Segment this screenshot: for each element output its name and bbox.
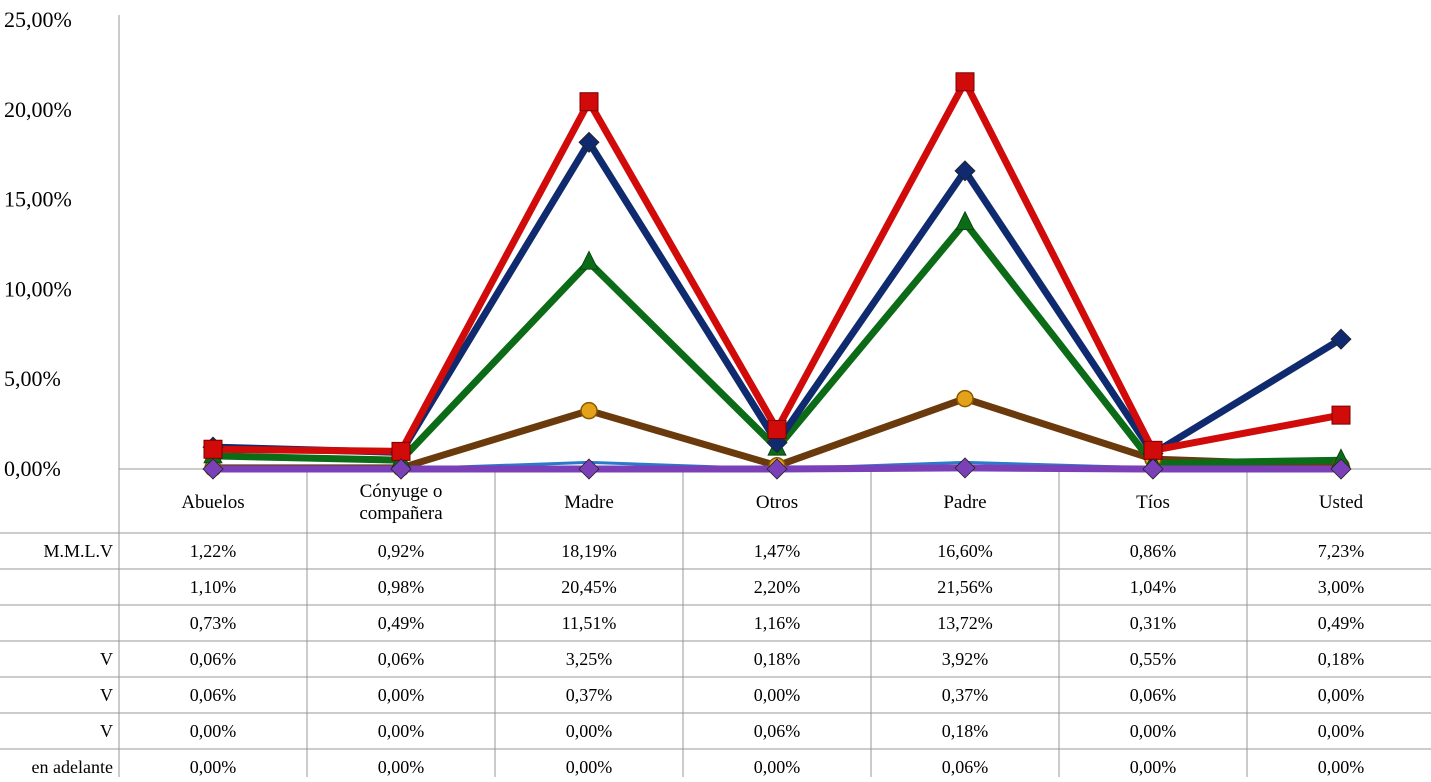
- data-label: 0,06%: [942, 757, 989, 777]
- data-label: 0,00%: [1318, 757, 1365, 777]
- data-point-marker: [1331, 405, 1351, 425]
- data-label: 0,00%: [1130, 757, 1177, 777]
- data-point-marker: [1143, 440, 1163, 460]
- data-point-marker: [1330, 458, 1352, 480]
- data-point-marker: [956, 389, 974, 408]
- data-point-marker: [579, 250, 599, 270]
- data-label: 0,00%: [190, 757, 237, 777]
- data-label: 0,86%: [1130, 541, 1177, 561]
- data-point-marker: [579, 92, 599, 112]
- data-point-marker: [954, 457, 976, 479]
- data-label: 0,00%: [566, 721, 613, 741]
- data-label: 7,23%: [1318, 541, 1365, 561]
- data-point-marker: [580, 401, 598, 420]
- series-name-label: M.M.L.V: [43, 541, 113, 561]
- data-label: 16,60%: [937, 541, 993, 561]
- data-point-marker: [767, 419, 787, 439]
- x-category-label: Usted: [1319, 492, 1364, 513]
- data-point-marker: [578, 458, 600, 480]
- x-category-label: Otros: [756, 492, 798, 513]
- data-label: 0,37%: [566, 685, 613, 705]
- series-name-label: V: [100, 685, 113, 705]
- data-label: 0,06%: [378, 649, 425, 669]
- data-point-marker: [1330, 328, 1352, 350]
- data-label: 13,72%: [937, 613, 993, 633]
- data-label: 18,19%: [561, 541, 617, 561]
- data-point-marker: [202, 458, 224, 480]
- y-tick-label: 15,00%: [4, 187, 72, 212]
- data-point-marker: [1142, 458, 1164, 480]
- data-label: 1,22%: [190, 541, 237, 561]
- data-label: 0,37%: [942, 685, 989, 705]
- data-point-marker: [766, 458, 788, 480]
- data-label: 0,06%: [1130, 685, 1177, 705]
- data-label: 0,00%: [1318, 685, 1365, 705]
- data-label: 0,18%: [942, 721, 989, 741]
- data-label: 0,55%: [1130, 649, 1177, 669]
- data-label: 0,00%: [190, 721, 237, 741]
- data-label: 0,06%: [190, 685, 237, 705]
- data-label: 0,18%: [754, 649, 801, 669]
- series-name-label: en adelante: [32, 757, 113, 777]
- y-tick-label: 25,00%: [4, 7, 72, 32]
- data-label: 3,92%: [942, 649, 989, 669]
- data-label: 0,49%: [378, 613, 425, 633]
- series-line: [212, 74, 1342, 455]
- x-category-label: Padre: [943, 492, 986, 513]
- data-label: 0,49%: [1318, 613, 1365, 633]
- y-tick-label: 10,00%: [4, 276, 72, 301]
- data-label: 21,56%: [937, 577, 993, 597]
- data-point-marker: [390, 458, 412, 480]
- x-category-label: Madre: [564, 492, 614, 513]
- data-label: 0,00%: [754, 757, 801, 777]
- series-name-label: V: [100, 721, 113, 741]
- data-label: 0,00%: [566, 757, 613, 777]
- series-line: [212, 135, 1343, 459]
- data-label: 0,00%: [378, 721, 425, 741]
- data-label: 0,00%: [754, 685, 801, 705]
- x-category-label: Abuelos: [181, 492, 244, 513]
- x-category-label: compañera: [359, 503, 443, 524]
- data-label: 0,73%: [190, 613, 237, 633]
- data-label: 0,00%: [1318, 721, 1365, 741]
- data-point-marker: [203, 439, 223, 459]
- data-point-marker: [954, 160, 976, 182]
- y-tick-label: 0,00%: [4, 456, 61, 481]
- data-label: 0,00%: [378, 685, 425, 705]
- data-label: 1,47%: [754, 541, 801, 561]
- data-point-marker: [955, 72, 975, 92]
- data-label: 0,98%: [378, 577, 425, 597]
- data-label: 1,16%: [754, 613, 801, 633]
- data-label: 0,00%: [1130, 721, 1177, 741]
- data-label: 0,31%: [1130, 613, 1177, 633]
- data-label: 2,20%: [754, 577, 801, 597]
- data-label: 11,51%: [562, 613, 617, 633]
- data-label: 0,18%: [1318, 649, 1365, 669]
- series-name-label: V: [100, 649, 113, 669]
- data-label: 0,00%: [378, 757, 425, 777]
- data-label: 0,06%: [190, 649, 237, 669]
- data-label: 0,06%: [754, 721, 801, 741]
- x-category-label: Tíos: [1136, 492, 1170, 513]
- x-category-label: Cónyuge o: [360, 481, 443, 502]
- data-label: 20,45%: [561, 577, 617, 597]
- data-point-marker: [578, 131, 600, 153]
- data-label: 3,25%: [566, 649, 613, 669]
- data-label: 3,00%: [1318, 577, 1365, 597]
- data-label: 1,04%: [1130, 577, 1177, 597]
- y-tick-label: 20,00%: [4, 97, 72, 122]
- data-point-marker: [955, 210, 975, 230]
- y-tick-label: 5,00%: [4, 366, 61, 391]
- data-point-marker: [391, 441, 411, 461]
- data-label: 0,92%: [378, 541, 425, 561]
- data-label: 1,10%: [190, 577, 237, 597]
